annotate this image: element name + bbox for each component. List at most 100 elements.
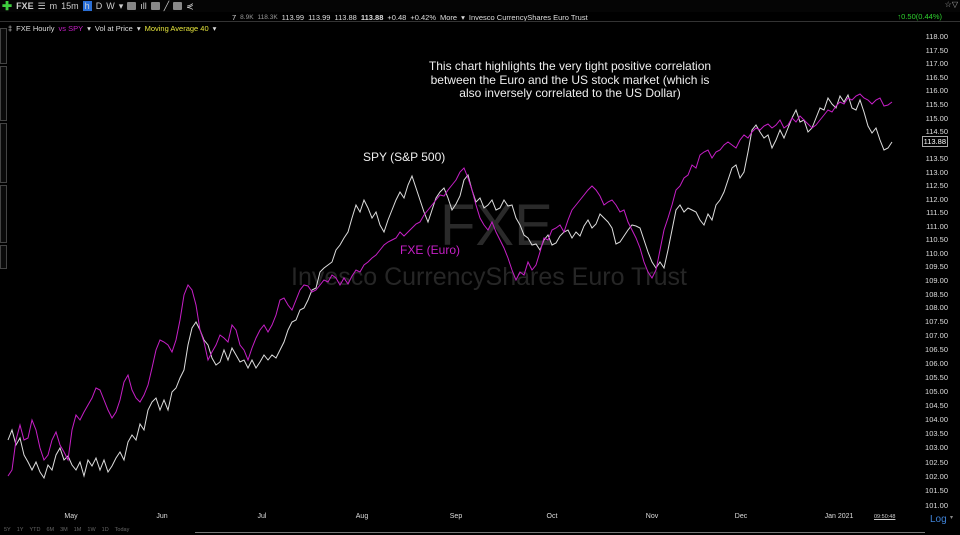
timeframe-w[interactable]: W [106,1,115,11]
y-tick: 104.50 [925,401,948,410]
range-1y[interactable]: 1Y [16,527,24,533]
quote-open: 113.99 [281,12,305,22]
y-tick: 102.50 [925,458,948,467]
chart-annotation: This chart highlights the very tight pos… [428,59,712,100]
legend-vs[interactable]: vs SPY [58,23,84,33]
chevron-down-icon[interactable]: ▾ [118,0,124,11]
y-tick: 105.00 [925,387,948,396]
tab-pro-histogram[interactable] [0,66,7,121]
log-scale-toggle[interactable]: Log [930,514,947,525]
y-tick: 108.00 [925,303,948,312]
range-buttons: 5Y 1Y YTD 6M 3M 1M 1W 1D Today [4,527,129,533]
y-tick: 107.50 [925,317,948,326]
x-tick: Jun [156,513,168,520]
legend-vol[interactable]: Vol at Price [94,23,133,33]
range-1m[interactable]: 1M [73,527,82,533]
study-legend: ‡ FXE Hourly vs SPY ▾ Vol at Price ▾ Mov… [8,23,220,33]
timeframe-d[interactable]: D [95,1,103,11]
plus-icon[interactable]: ✚ [2,0,13,13]
range-ytd[interactable]: YTD [29,527,41,533]
y-tick: 113.00 [925,168,948,177]
y-tick: 113.50 [925,154,948,163]
chart-type-icon[interactable] [127,2,137,10]
x-tick: Dec [734,513,748,520]
tab-volume[interactable] [0,245,7,269]
y-tick: 115.00 [925,114,948,123]
fxe-series-label: FXE (Euro) [400,243,461,257]
legend-study[interactable]: FXE Hourly [16,23,55,33]
quote-high: 113.99 [308,12,331,22]
horizontal-scrollbar[interactable] [195,532,925,533]
x-tick: Jul [257,513,267,520]
y-tick: 114.50 [925,127,948,136]
range-6m[interactable]: 6M [46,527,55,533]
quote-low: 113.88 [334,12,357,22]
share-icon[interactable]: ⋞ [186,0,194,11]
y-tick: 115.50 [925,100,948,109]
y-tick: 106.00 [925,359,948,368]
y-tick: 112.00 [925,195,948,204]
range-5y[interactable]: 5Y [4,527,11,533]
y-tick: 102.00 [925,472,948,481]
security-name: Invesco CurrencyShares Euro Trust [468,12,588,22]
legend-ma[interactable]: Moving Average 40 [144,23,209,33]
range-today[interactable]: Today [114,527,130,533]
x-tick: May [64,513,78,520]
y-tick: 101.50 [925,486,948,495]
timestamp: 09:50:48 [874,514,896,520]
symbol-label[interactable]: FXE [16,1,34,11]
template-icon[interactable] [150,2,160,10]
fxe-line [7,93,893,477]
tab-fast-stochastic[interactable] [0,123,7,183]
draw-icon[interactable]: ╱ [163,0,170,11]
chevron-down-icon[interactable]: ▾ [950,515,954,521]
quote-volume2: 118.3K [257,13,278,21]
y-tick: 104.00 [925,415,948,424]
star-icon[interactable]: ☆ [944,0,952,9]
divider [0,21,960,22]
timeframe-h[interactable]: h [82,1,92,11]
more-chevron-icon[interactable]: ▾ [461,12,465,22]
more-button[interactable]: More [440,12,458,22]
spy-line [7,93,893,480]
y-tick: 110.50 [925,235,948,244]
y-tick: 105.50 [925,373,948,382]
quote-change-pct: +0.42% [410,12,437,22]
x-tick: Jan 2021 [824,513,854,520]
y-tick: 112.50 [925,181,948,190]
y-tick: 110.00 [925,249,948,258]
x-tick: Nov [645,513,659,520]
y-tick: 109.00 [925,276,948,285]
timeframe-15m[interactable]: 15m [61,1,79,11]
filter-icon[interactable]: ▽ [951,0,958,9]
y-tick: 118.00 [925,32,948,41]
current-price-label: 113.88 [921,136,948,147]
tab-adx[interactable] [0,28,7,64]
legend-chevron-icon[interactable]: ▾ [212,23,217,33]
timeframe-m[interactable]: m [49,1,58,11]
quote-volume1: 8.9K [240,13,254,21]
tab-bollinger-bandwidth[interactable] [0,185,7,243]
range-1d[interactable]: 1D [101,527,109,533]
right-change: ↑0.50(0.44%) [897,12,942,21]
layers-icon[interactable] [173,2,183,10]
range-3m[interactable]: 3M [60,527,68,533]
arrow-up-icon: ↑ [897,12,902,21]
list-icon[interactable]: ☰ [37,0,46,11]
legend-chevron-icon[interactable]: ▾ [136,23,141,33]
x-tick: Aug [355,513,369,520]
quote-prefix: 7 [232,12,237,22]
range-1w[interactable]: 1W [87,527,96,533]
drag-handle-icon[interactable]: ‡ [8,23,13,33]
toolbar: ✚ FXE ☰ m 15m h D W ▾ ıll ╱ ⋞ ☆▽ [0,0,960,13]
y-tick: 101.00 [925,501,948,510]
legend-chevron-icon[interactable]: ▾ [87,23,91,33]
bars-icon[interactable]: ıll [140,1,147,11]
y-tick: 116.50 [925,73,948,82]
y-tick: 103.00 [925,443,948,452]
y-tick: 109.50 [925,262,948,271]
y-tick: 106.50 [925,345,948,354]
y-tick: 108.50 [925,290,948,299]
y-tick: 111.50 [926,208,948,217]
